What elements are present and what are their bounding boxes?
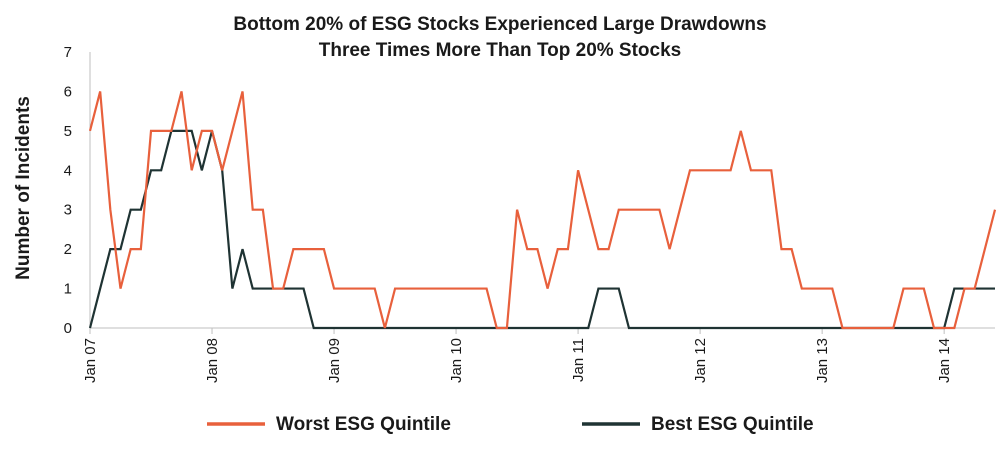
x-tick-label: Jan 09 [326, 338, 343, 383]
x-axis-ticks: Jan 07 Jan 08 Jan 09 Jan 10 Jan 11 Jan 12 Jan … [82, 328, 953, 383]
y-tick-label: 2 [64, 241, 72, 258]
y-tick-label: 6 [64, 83, 72, 100]
legend-label-best-esg-quintile: Best ESG Quintile [651, 414, 814, 435]
x-tick-label: Jan 08 [204, 338, 221, 383]
y-tick-label: 7 [64, 44, 72, 61]
y-tick-label: 5 [64, 123, 72, 140]
chart-title-line-2: Three Times More Than Top 20% Stocks [319, 40, 682, 61]
y-axis-title: Number of Incidents [13, 96, 34, 280]
x-tick-label: Jan 14 [936, 338, 953, 383]
chart-title: Bottom 20% of ESG Stocks Experienced Lar… [233, 14, 766, 61]
legend: Worst ESG Quintile Best ESG Quintile [207, 414, 814, 435]
series-group [88, 91, 997, 330]
y-tick-label: 1 [64, 281, 72, 298]
x-tick-label: Jan 13 [814, 338, 831, 383]
legend-label-worst-esg-quintile: Worst ESG Quintile [276, 414, 451, 435]
y-tick-label: 0 [64, 320, 72, 337]
x-tick-label: Jan 12 [692, 338, 709, 383]
x-tick-label: Jan 11 [570, 338, 587, 382]
series-line-worst-esg-quintile [88, 91, 997, 330]
x-tick-label: Jan 10 [448, 338, 465, 383]
y-tick-label: 4 [64, 162, 72, 179]
y-tick-label: 3 [64, 202, 72, 219]
chart-title-line-1: Bottom 20% of ESG Stocks Experienced Lar… [233, 14, 766, 35]
x-tick-label: Jan 07 [82, 338, 99, 383]
y-axis-ticks: 0 1 2 3 4 5 6 7 [64, 44, 72, 337]
